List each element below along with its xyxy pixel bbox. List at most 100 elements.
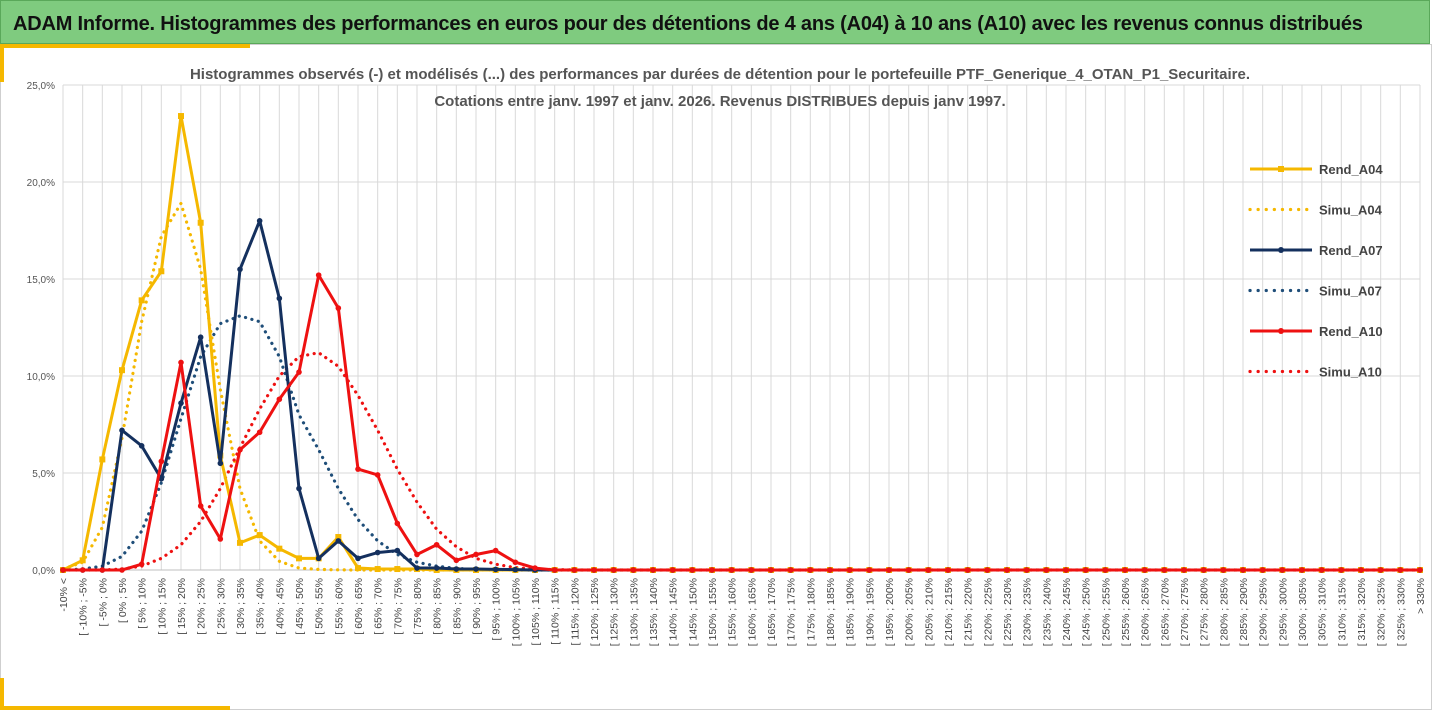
y-tick-label: 0,0% bbox=[32, 566, 55, 577]
data-point bbox=[394, 520, 401, 527]
chart-title-line-2: Cotations entre janv. 1997 et janv. 2026… bbox=[434, 93, 1005, 110]
x-tick-label: [ 230% ; 235% bbox=[1022, 578, 1034, 646]
x-tick-label: [ 305% ; 310% bbox=[1317, 578, 1329, 646]
data-point bbox=[237, 539, 243, 546]
data-point bbox=[1417, 567, 1423, 573]
data-point bbox=[787, 567, 794, 573]
data-point bbox=[256, 218, 263, 224]
x-tick-label: [ 220% ; 225% bbox=[982, 578, 994, 646]
x-tick-label: [ 175% ; 180% bbox=[805, 578, 817, 646]
data-point bbox=[1299, 567, 1305, 573]
data-point bbox=[355, 555, 361, 562]
x-tick-label: [ 255% ; 260% bbox=[1120, 578, 1132, 646]
data-point bbox=[925, 567, 932, 573]
y-tick-label: 15,0% bbox=[27, 275, 55, 286]
data-point bbox=[178, 113, 184, 120]
series-simu-a07 bbox=[61, 314, 1422, 572]
data-point bbox=[355, 565, 361, 572]
page-title: ADAM Informe. Histogrammes des performan… bbox=[13, 13, 1363, 35]
x-axis-ticks: -10% < [ -10% ; -5% [ -5% ; 0% [ 0% ; 5% [ 5… bbox=[58, 578, 1427, 646]
data-point bbox=[1377, 567, 1384, 573]
data-point bbox=[335, 534, 342, 541]
series-rend-a10 bbox=[60, 272, 1423, 573]
accent-bar-top-left bbox=[0, 44, 250, 48]
data-point bbox=[1200, 567, 1207, 573]
legend-item-simu-a04: Simu_A04 bbox=[1248, 203, 1383, 218]
data-point bbox=[492, 566, 499, 573]
x-tick-label: [ 60% ; 65% bbox=[353, 578, 365, 635]
chart-title-line-1: Histogrammes observés (-) et modélisés (… bbox=[190, 66, 1250, 83]
x-tick-label: -10% < bbox=[58, 578, 70, 612]
data-point bbox=[1318, 567, 1325, 573]
x-tick-label: [ 135% ; 140% bbox=[648, 578, 660, 646]
x-tick-label: [ 155% ; 160% bbox=[727, 578, 739, 646]
legend-label: Rend_A04 bbox=[1319, 162, 1383, 177]
x-tick-label: [ 55% ; 60% bbox=[333, 578, 345, 635]
data-point bbox=[158, 458, 165, 465]
data-point bbox=[374, 472, 381, 478]
data-point bbox=[1043, 567, 1050, 573]
data-point bbox=[1122, 567, 1128, 573]
data-point bbox=[276, 295, 283, 302]
data-point bbox=[276, 396, 283, 403]
x-tick-label: [ 265% ; 270% bbox=[1159, 578, 1171, 646]
data-point bbox=[1161, 567, 1168, 573]
data-point bbox=[414, 565, 420, 571]
x-tick-label: [ 130% ; 135% bbox=[628, 578, 640, 646]
data-point bbox=[296, 555, 302, 562]
data-point bbox=[197, 219, 204, 226]
x-tick-label: [ 5% ; 10% bbox=[137, 578, 149, 629]
x-tick-label: [ 80% ; 85% bbox=[432, 578, 444, 635]
data-point bbox=[237, 446, 243, 453]
x-tick-label: [ 165% ; 170% bbox=[766, 578, 778, 646]
data-point bbox=[728, 567, 735, 573]
data-point bbox=[492, 547, 499, 554]
data-point bbox=[532, 565, 538, 571]
data-point bbox=[1279, 567, 1286, 573]
x-tick-label: [ 40% ; 45% bbox=[274, 578, 286, 635]
legend-item-rend-a07: Rend_A07 bbox=[1250, 243, 1383, 258]
x-tick-label: [ -5% ; 0% bbox=[97, 578, 109, 626]
data-point bbox=[256, 532, 263, 539]
data-point bbox=[1358, 567, 1364, 573]
data-point bbox=[886, 567, 892, 573]
x-tick-label: [ 120% ; 125% bbox=[589, 578, 601, 646]
data-point bbox=[99, 567, 106, 573]
data-point bbox=[158, 476, 165, 482]
x-tick-label: [ -10% ; -5% bbox=[78, 578, 90, 636]
x-tick-label: [ 90% ; 95% bbox=[471, 578, 483, 635]
legend-label: Simu_A10 bbox=[1319, 365, 1382, 380]
data-point bbox=[256, 429, 263, 436]
data-point bbox=[433, 541, 440, 548]
x-tick-label: [ 35% ; 40% bbox=[255, 578, 267, 635]
accent-bar-left-top bbox=[0, 44, 4, 82]
data-point bbox=[709, 567, 715, 573]
data-point bbox=[846, 567, 853, 573]
x-tick-label: [ 115% ; 120% bbox=[569, 578, 581, 646]
data-point bbox=[1397, 567, 1404, 573]
data-point bbox=[473, 566, 479, 572]
legend-label: Simu_A04 bbox=[1319, 203, 1383, 218]
data-point bbox=[768, 567, 774, 573]
data-point bbox=[1063, 567, 1069, 573]
data-point bbox=[197, 503, 204, 509]
data-point bbox=[945, 567, 951, 573]
data-point bbox=[374, 566, 381, 573]
x-tick-label: [ 0% ; 5% bbox=[117, 578, 129, 623]
data-point bbox=[79, 567, 86, 573]
data-point bbox=[335, 538, 342, 544]
y-axis-ticks: 0,0% 5,0% 10,0% 15,0% 20,0% 25,0% bbox=[27, 81, 55, 577]
data-point bbox=[630, 567, 637, 573]
accent-bar-left-bottom bbox=[0, 678, 4, 710]
legend-marker bbox=[1278, 328, 1284, 334]
data-point bbox=[296, 369, 302, 375]
accent-bar-bottom-left bbox=[0, 706, 230, 710]
legend-item-simu-a10: Simu_A10 bbox=[1248, 365, 1382, 380]
x-tick-label: [ 270% ; 275% bbox=[1179, 578, 1191, 646]
x-tick-label: [ 180% ; 185% bbox=[825, 578, 837, 646]
legend-label: Simu_A07 bbox=[1319, 284, 1382, 299]
data-point bbox=[453, 557, 460, 564]
data-point bbox=[964, 567, 971, 573]
legend-item-simu-a07: Simu_A07 bbox=[1248, 284, 1382, 299]
data-point bbox=[807, 567, 814, 573]
